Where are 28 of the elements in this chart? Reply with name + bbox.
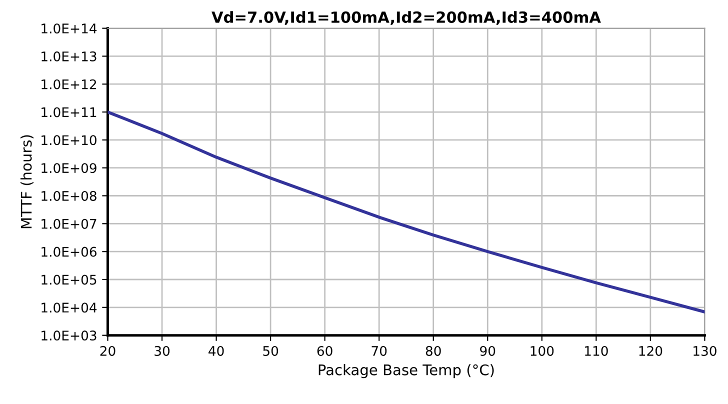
y-tick-label: 1.0E+10 (42, 135, 96, 146)
x-tick-label: 20 (100, 346, 116, 356)
y-tick-label: 1.0E+11 (42, 107, 96, 118)
y-tick-label: 1.0E+09 (42, 163, 96, 174)
y-tick-label: 1.0E+07 (42, 218, 96, 229)
y-tick-label: 1.0E+13 (42, 51, 96, 62)
x-tick-label: 130 (694, 346, 716, 356)
y-tick-label: 1.0E+03 (42, 330, 96, 341)
x-tick-label: 120 (639, 346, 662, 356)
x-tick-label: 110 (585, 346, 608, 356)
y-tick-label: 1.0E+08 (42, 190, 96, 201)
chart-title: Vd=7.0V,Id1=100mA,Id2=200mA,Id3=400mA (212, 11, 601, 25)
y-tick-label: 1.0E+04 (42, 302, 97, 313)
x-axis-title: Package Base Temp (°C) (318, 364, 494, 378)
x-tick-label: 100 (530, 346, 554, 356)
y-tick-label: 1.0E+06 (42, 246, 96, 257)
y-tick-label: 1.0E+14 (42, 24, 97, 34)
y-axis-title: MTTF (hours) (20, 135, 34, 228)
x-tick-label: 90 (480, 346, 496, 356)
x-tick-label: 80 (426, 346, 441, 356)
x-tick-label: 40 (208, 346, 224, 356)
y-tick-label: 1.0E+05 (42, 274, 96, 285)
y-tick-label: 1.0E+12 (42, 79, 96, 90)
x-tick-label: 60 (317, 346, 332, 356)
x-tick-label: 70 (372, 346, 387, 356)
line-series (108, 110, 705, 314)
x-tick-label: 50 (263, 346, 278, 356)
x-tick-label: 30 (154, 346, 170, 356)
